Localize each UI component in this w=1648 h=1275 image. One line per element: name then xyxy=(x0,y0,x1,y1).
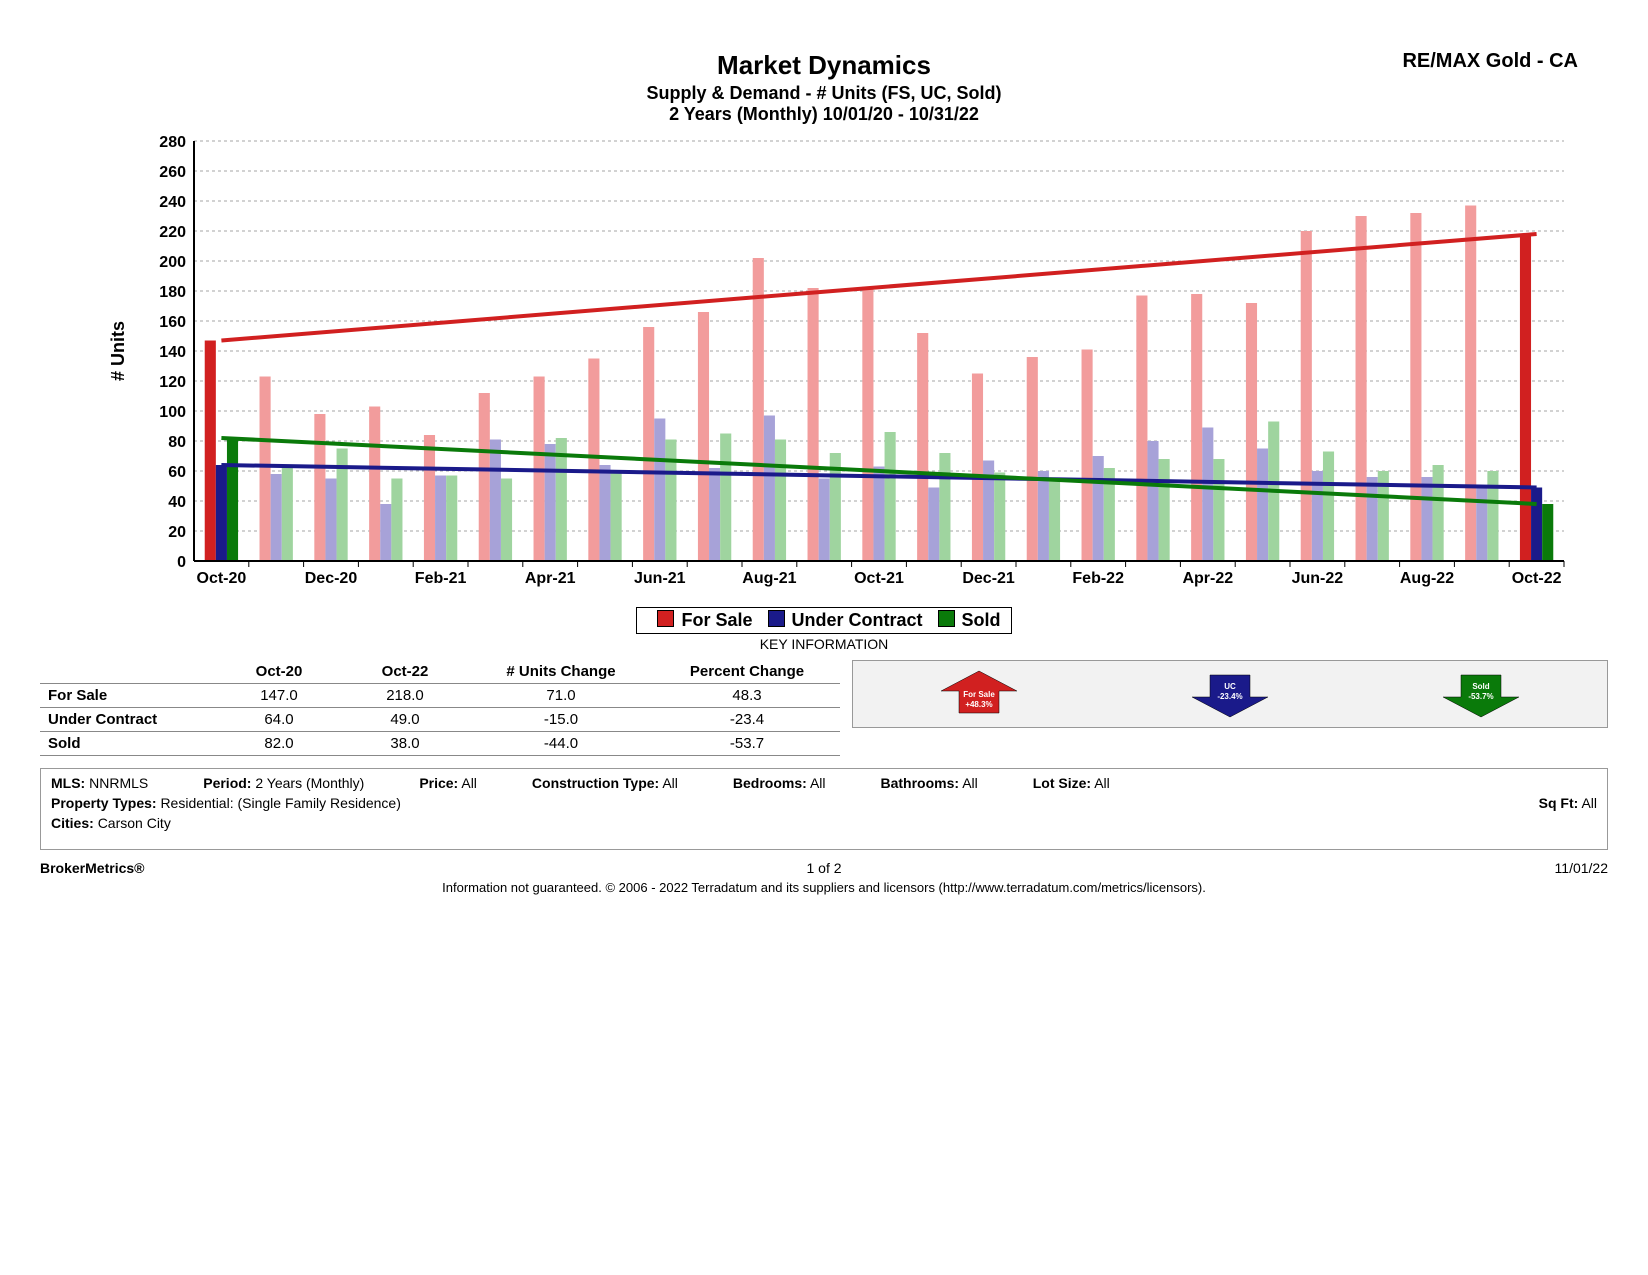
svg-text:280: 280 xyxy=(159,134,186,151)
legend-swatch xyxy=(768,610,785,627)
table-cell: -15.0 xyxy=(468,708,654,732)
svg-text:Dec-21: Dec-21 xyxy=(962,570,1015,587)
filter-bathrooms: Bathrooms: All xyxy=(881,775,978,791)
key-information-table: Oct-20Oct-22# Units ChangePercent Change… xyxy=(40,660,840,756)
report-subtitle-2: 2 Years (Monthly) 10/01/20 - 10/31/22 xyxy=(40,104,1608,125)
arrow-down-icon: Sold-53.7% xyxy=(1431,669,1531,719)
svg-text:60: 60 xyxy=(168,464,186,481)
svg-text:+48.3%: +48.3% xyxy=(965,700,992,709)
svg-text:Jun-22: Jun-22 xyxy=(1292,570,1344,587)
table-cell: 147.0 xyxy=(216,684,342,708)
svg-text:40: 40 xyxy=(168,494,186,511)
footer-disclaimer: Information not guaranteed. © 2006 - 202… xyxy=(40,880,1608,895)
svg-text:260: 260 xyxy=(159,164,186,181)
svg-text:Apr-22: Apr-22 xyxy=(1182,570,1233,587)
report-subtitle-1: Supply & Demand - # Units (FS, UC, Sold) xyxy=(40,83,1608,104)
report-title: Market Dynamics xyxy=(40,50,1608,81)
arrow-down-icon: UC-23.4% xyxy=(1180,669,1280,719)
footer-line: BrokerMetrics® 1 of 2 11/01/22 xyxy=(40,860,1608,876)
filter-sqft: Sq Ft: All xyxy=(1539,795,1597,811)
chart-container: 0 20 40 60 80 100 120 140 160 180 200 220 240 260 280 O… xyxy=(40,131,1608,652)
table-header: Oct-20 xyxy=(216,660,342,684)
svg-text:200: 200 xyxy=(159,254,186,271)
svg-text:Feb-22: Feb-22 xyxy=(1072,570,1124,587)
filter-bedrooms: Bedrooms: All xyxy=(733,775,826,791)
legend-label: For Sale xyxy=(676,610,757,630)
table-cell: Under Contract xyxy=(40,708,216,732)
svg-text:100: 100 xyxy=(159,404,186,421)
legend-label: Under Contract xyxy=(787,610,928,630)
chart-legend: For Sale Under Contract Sold xyxy=(636,607,1011,634)
svg-text:0: 0 xyxy=(177,554,186,571)
brand-label: RE/MAX Gold - CA xyxy=(1402,50,1578,73)
footer-brand: BrokerMetrics® xyxy=(40,860,144,876)
table-cell: 218.0 xyxy=(342,684,468,708)
key-information-label: KEY INFORMATION xyxy=(40,636,1608,652)
svg-text:Jun-21: Jun-21 xyxy=(634,570,686,587)
arrow-up-icon: For Sale+48.3% xyxy=(929,669,1029,719)
table-row: For Sale147.0218.071.048.3 xyxy=(40,684,840,708)
table-cell: -44.0 xyxy=(468,732,654,756)
legend-label: Sold xyxy=(957,610,1001,630)
table-cell: 38.0 xyxy=(342,732,468,756)
filter-lotsize: Lot Size: All xyxy=(1033,775,1110,791)
table-cell: -53.7 xyxy=(654,732,840,756)
svg-text:80: 80 xyxy=(168,434,186,451)
chart-svg: 0 20 40 60 80 100 120 140 160 180 200 220 240 260 280 O… xyxy=(64,131,1584,601)
legend-swatch xyxy=(938,610,955,627)
filters-panel: MLS: NNRMLS Period: 2 Years (Monthly) Pr… xyxy=(40,768,1608,850)
svg-text:220: 220 xyxy=(159,224,186,241)
svg-text:# Units: # Units xyxy=(108,321,128,381)
table-cell: -23.4 xyxy=(654,708,840,732)
svg-text:Feb-21: Feb-21 xyxy=(415,570,467,587)
svg-text:Oct-21: Oct-21 xyxy=(854,570,904,587)
report-page: RE/MAX Gold - CA Market Dynamics Supply … xyxy=(0,0,1648,1275)
legend-swatch xyxy=(657,610,674,627)
svg-text:Dec-20: Dec-20 xyxy=(305,570,358,587)
footer-page: 1 of 2 xyxy=(806,860,841,876)
filter-proptypes: Property Types: Residential: (Single Fam… xyxy=(51,795,401,811)
report-header: RE/MAX Gold - CA Market Dynamics Supply … xyxy=(40,50,1608,125)
svg-text:160: 160 xyxy=(159,314,186,331)
svg-text:Oct-20: Oct-20 xyxy=(197,570,247,587)
svg-text:140: 140 xyxy=(159,344,186,361)
table-cell: Sold xyxy=(40,732,216,756)
table-row: Sold82.038.0-44.0-53.7 xyxy=(40,732,840,756)
table-header: Oct-22 xyxy=(342,660,468,684)
svg-text:20: 20 xyxy=(168,524,186,541)
table-header: Percent Change xyxy=(654,660,840,684)
table-cell: 82.0 xyxy=(216,732,342,756)
filter-cities: Cities: Carson City xyxy=(51,815,171,831)
filter-period: Period: 2 Years (Monthly) xyxy=(203,775,364,791)
table-header: # Units Change xyxy=(468,660,654,684)
svg-text:Oct-22: Oct-22 xyxy=(1512,570,1562,587)
table-row: Under Contract64.049.0-15.0-23.4 xyxy=(40,708,840,732)
svg-text:240: 240 xyxy=(159,194,186,211)
svg-text:Aug-22: Aug-22 xyxy=(1400,570,1454,587)
key-information-row: Oct-20Oct-22# Units ChangePercent Change… xyxy=(40,660,1608,756)
footer-date: 11/01/22 xyxy=(1555,860,1608,876)
svg-text:180: 180 xyxy=(159,284,186,301)
filter-construction: Construction Type: All xyxy=(532,775,678,791)
table-cell: 49.0 xyxy=(342,708,468,732)
table-cell: 71.0 xyxy=(468,684,654,708)
filter-mls: MLS: NNRMLS xyxy=(51,775,148,791)
svg-text:Sold: Sold xyxy=(1473,682,1490,691)
table-cell: 48.3 xyxy=(654,684,840,708)
svg-text:UC: UC xyxy=(1224,682,1236,691)
svg-text:-53.7%: -53.7% xyxy=(1469,692,1494,701)
table-header xyxy=(40,660,216,684)
svg-text:120: 120 xyxy=(159,374,186,391)
svg-text:-23.4%: -23.4% xyxy=(1217,692,1242,701)
table-cell: For Sale xyxy=(40,684,216,708)
svg-text:Apr-21: Apr-21 xyxy=(525,570,576,587)
table-cell: 64.0 xyxy=(216,708,342,732)
filter-price: Price: All xyxy=(419,775,477,791)
change-arrows-panel: For Sale+48.3% UC-23.4% Sold-53.7% xyxy=(852,660,1608,728)
svg-text:For Sale: For Sale xyxy=(963,690,995,699)
svg-text:Aug-21: Aug-21 xyxy=(742,570,796,587)
